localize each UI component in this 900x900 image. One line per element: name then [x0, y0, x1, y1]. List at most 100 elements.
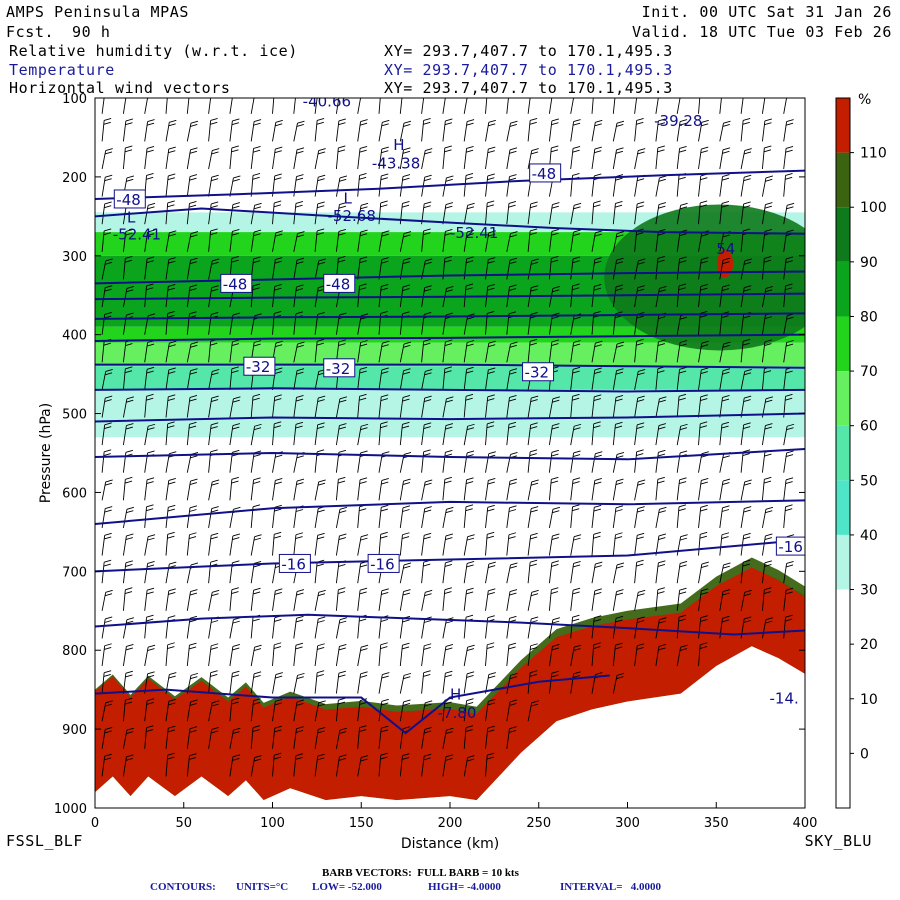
wind-barb — [548, 643, 560, 667]
wind-barb — [634, 532, 645, 556]
wind-barb-flag — [659, 175, 667, 179]
wind-barb-flag — [189, 619, 197, 623]
wind-barb — [101, 449, 112, 473]
wind-barb-staff — [740, 120, 744, 142]
wind-barb-flag — [424, 151, 432, 155]
wind-barb-staff — [527, 120, 531, 142]
wind-barb-flag — [168, 481, 176, 485]
y-tick-label: 200 — [62, 171, 87, 186]
wind-barb-staff — [101, 203, 106, 225]
wind-barb-flag — [722, 482, 730, 486]
wind-barb-staff — [719, 343, 724, 363]
wind-barb — [485, 283, 495, 308]
wind-barb-flag — [275, 367, 283, 371]
wind-barb-staff — [740, 371, 746, 390]
wind-barb-flag — [486, 204, 495, 208]
wind-barb-staff — [272, 259, 276, 280]
wind-barb-flag — [638, 258, 646, 262]
wind-barb — [570, 614, 580, 639]
wind-barb — [357, 587, 368, 611]
wind-barb-flag — [786, 229, 794, 233]
wind-barb — [506, 120, 518, 142]
wind-barb-staff — [761, 509, 767, 529]
wind-barb-staff — [250, 757, 256, 777]
wind-barb-staff — [698, 644, 701, 667]
wind-barb-staff — [378, 453, 383, 473]
wind-barb-staff — [463, 673, 468, 694]
wind-barb — [506, 341, 518, 363]
contour-label-box — [529, 163, 562, 183]
wind-barb-staff — [761, 535, 766, 556]
wind-barb-flag — [253, 537, 262, 541]
wind-barb-flag — [316, 453, 324, 457]
wind-barb-staff — [165, 453, 170, 473]
wind-barb — [783, 173, 793, 197]
wind-barb-flag — [317, 399, 325, 403]
wind-barb — [293, 726, 304, 749]
wind-barb-flag — [509, 368, 518, 372]
wind-barb — [101, 559, 112, 584]
wind-barb — [229, 476, 239, 501]
wind-barb-flag — [338, 564, 346, 567]
wind-barb-staff — [144, 673, 149, 694]
wind-barb — [570, 229, 581, 252]
wind-barb — [655, 560, 666, 584]
wind-barb-flag — [232, 426, 240, 430]
wind-barb-staff — [122, 177, 128, 197]
wind-barb-flag — [274, 729, 282, 733]
wind-barb-flag — [295, 200, 304, 204]
wind-barb — [421, 258, 433, 280]
wind-barb-flag — [104, 536, 112, 540]
wind-barb-flag — [763, 149, 772, 153]
wind-barb — [761, 506, 774, 529]
wind-barb — [314, 148, 326, 170]
wind-barb-flag — [274, 615, 282, 619]
wind-barb-staff — [783, 506, 786, 528]
wind-barb-staff — [272, 313, 275, 335]
wind-barb-staff — [229, 425, 234, 446]
wind-barb — [250, 534, 262, 556]
wind-barb-staff — [570, 647, 575, 667]
wind-barb-flag — [658, 205, 666, 209]
wind-barb — [250, 671, 262, 694]
temperature-contour — [95, 448, 805, 461]
wind-barb-flag — [446, 617, 454, 621]
wind-barb-staff — [293, 260, 298, 280]
wind-barb — [314, 395, 326, 418]
temperature-contour — [95, 270, 805, 285]
wind-barb — [250, 504, 261, 528]
wind-barb — [335, 98, 340, 114]
x-tick-label: 300 — [615, 816, 640, 831]
wind-barb — [442, 229, 453, 252]
wind-barb-staff — [165, 728, 169, 749]
wind-barb — [186, 120, 199, 142]
wind-barb — [229, 670, 240, 694]
wind-barb — [485, 725, 495, 749]
wind-barb-flag — [657, 255, 665, 259]
wind-barb — [357, 146, 368, 170]
wind-barb — [740, 369, 752, 390]
wind-barb — [144, 202, 156, 225]
wind-barb — [634, 589, 646, 611]
wind-barb-staff — [272, 423, 275, 446]
wind-barb-flag — [764, 587, 772, 591]
wind-barb-flag — [551, 647, 559, 651]
wind-barb-staff — [761, 120, 766, 142]
wind-barb-flag — [168, 173, 176, 177]
wind-barb-flag — [465, 287, 473, 291]
wind-barb-flag — [721, 425, 729, 429]
wind-barb-staff — [314, 371, 320, 390]
wind-barb-flag — [403, 676, 411, 680]
wind-barb-staff — [506, 481, 511, 501]
wind-barb-flag — [105, 700, 113, 704]
wind-barb — [144, 366, 155, 390]
wind-barb-staff — [570, 452, 575, 473]
wind-barb-flag — [487, 310, 495, 314]
wind-barb-flag — [210, 342, 218, 346]
wind-barb-flag — [466, 146, 474, 149]
wind-barb-flag — [700, 260, 708, 264]
wind-barb — [272, 200, 282, 225]
wind-barb-flag — [551, 122, 559, 126]
wind-barb-staff — [378, 259, 383, 280]
